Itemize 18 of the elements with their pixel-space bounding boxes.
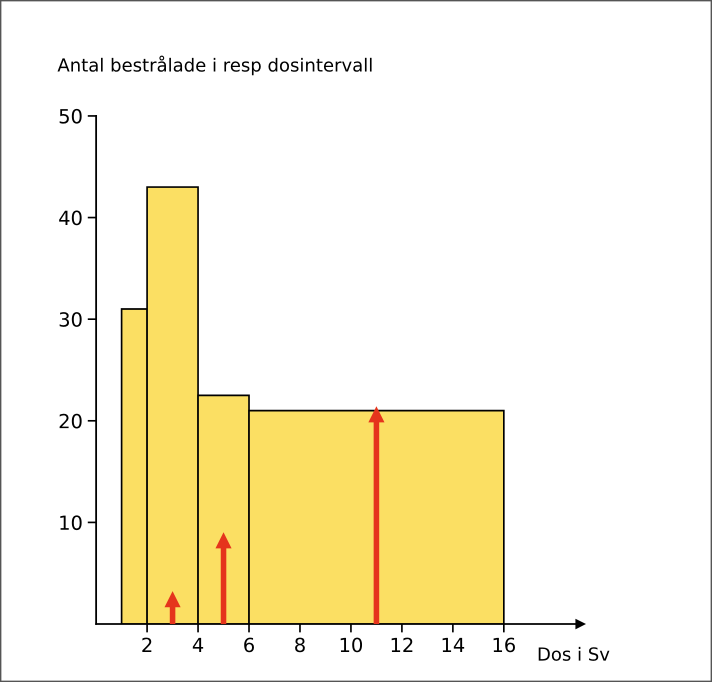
y-tick-label: 50: [60, 108, 82, 124]
point: [216, 533, 232, 548]
y-tick-label: 20: [60, 414, 82, 428]
point: [368, 407, 384, 422]
y-tick-label: 30: [60, 312, 82, 327]
x-tick-label: 6: [244, 638, 254, 652]
x-tick-label: 12: [392, 638, 412, 652]
x-axis-title: Dos i Sv: [538, 646, 610, 661]
x-tick-label: 10: [340, 638, 362, 652]
x-tick-label: 14: [442, 638, 464, 652]
y-tick-label: 40: [59, 210, 82, 226]
point: [164, 592, 180, 608]
y-tick-label: 10: [60, 515, 82, 530]
x-tick-label: 8: [295, 638, 305, 652]
x-tick-label: 4: [192, 638, 204, 652]
x-tick-label: 2: [142, 638, 152, 652]
x-tick-label: 16: [494, 638, 515, 652]
y-axis-title: Antal bestrålade i resp dosintervall: [58, 56, 372, 76]
